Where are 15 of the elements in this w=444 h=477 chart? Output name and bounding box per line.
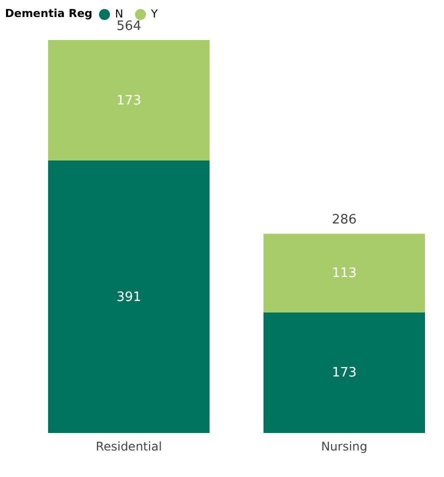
x-tick-label: Nursing <box>321 440 368 454</box>
legend-title: Dementia Reg <box>5 7 92 20</box>
total-label: 286 <box>332 212 357 228</box>
data-label: 113 <box>332 266 357 282</box>
bar <box>263 234 425 312</box>
legend-label: Y <box>150 8 158 21</box>
data-label: 173 <box>332 366 357 381</box>
data-label: 173 <box>116 93 142 108</box>
data-label: 391 <box>116 290 142 305</box>
x-tick-label: Residential <box>96 440 162 454</box>
bar <box>48 160 210 433</box>
bar <box>263 312 425 433</box>
total-label: 564 <box>116 19 142 34</box>
bar <box>48 40 210 161</box>
legend-label: N <box>115 8 124 21</box>
